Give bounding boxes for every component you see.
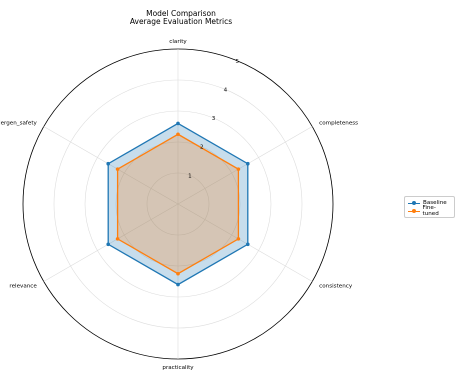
radar-series: [106, 121, 250, 287]
point-fine-tuned-completeness: [236, 167, 241, 171]
legend-label-baseline: Baseline: [423, 200, 447, 206]
radial-ticks: 1 2 3 4 5: [188, 59, 239, 180]
legend-swatch-fine-tuned: [408, 207, 420, 215]
point-baseline-practicality: [176, 282, 180, 287]
point-baseline-relevance: [106, 242, 110, 247]
chart-subtitle: Average Evaluation Metrics: [130, 17, 232, 26]
axis-label-completeness: completeness: [319, 121, 358, 127]
axis-labels: clarity completeness consistency practicali…: [0, 39, 358, 371]
point-fine-tuned-allergen-safety: [115, 167, 120, 171]
axis-label-clarity: clarity: [169, 39, 187, 45]
point-baseline-clarity: [176, 121, 180, 126]
point-fine-tuned-practicality: [176, 271, 180, 276]
legend-label-fine-tuned: Fine-tuned: [422, 205, 439, 217]
point-baseline-completeness: [246, 161, 250, 166]
legend: Baseline Fine-tuned: [404, 196, 455, 218]
tick-label-4: 4: [224, 87, 228, 93]
tick-label-1: 1: [188, 173, 192, 179]
point-baseline-allergen-safety: [106, 161, 110, 166]
spoke-consistency: [177, 203, 313, 282]
tick-label-2: 2: [200, 145, 204, 151]
axis-label-consistency: consistency: [319, 284, 353, 290]
point-baseline-consistency: [246, 242, 250, 247]
radar-grid: [22, 48, 334, 360]
axis-label-allergen-safety: allergen_safety: [0, 121, 38, 127]
tick-label-5: 5: [236, 59, 240, 65]
spoke-allergen-safety: [43, 126, 179, 205]
axis-label-practicality: practicality: [162, 365, 194, 371]
tick-label-3: 3: [212, 116, 216, 122]
axis-label-relevance: relevance: [9, 284, 37, 290]
chart-title: Model Comparison: [146, 9, 216, 18]
point-fine-tuned-clarity: [176, 132, 180, 137]
point-fine-tuned-relevance: [115, 237, 120, 241]
spoke-relevance: [43, 203, 179, 282]
point-fine-tuned-consistency: [236, 237, 241, 241]
legend-entry-fine-tuned: Fine-tuned: [408, 205, 451, 217]
legend-entry-baseline: Baseline: [408, 199, 451, 207]
spoke-completeness: [177, 126, 313, 205]
legend-swatch-baseline: [408, 199, 420, 207]
